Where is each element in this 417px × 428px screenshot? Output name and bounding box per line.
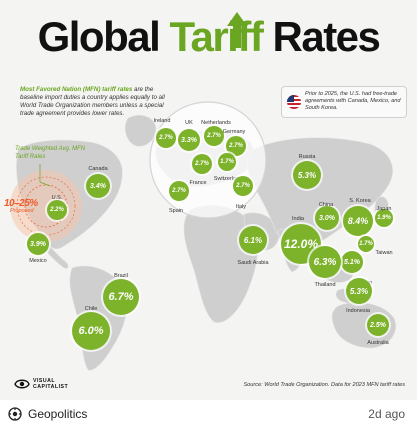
bubble-france: 2.7% bbox=[192, 154, 212, 174]
bubble-u-s: 2.2% bbox=[47, 200, 67, 220]
bubble-taiwan: 1.7% bbox=[358, 236, 374, 252]
proposed-value: 10–25% bbox=[4, 198, 38, 209]
bubble-australia: 2.5% bbox=[367, 314, 389, 336]
label-mexico: Mexico bbox=[29, 258, 47, 264]
bubble-saudi-arabia: 6.1% bbox=[239, 226, 267, 254]
group-name-link[interactable]: Geopolitics bbox=[28, 407, 88, 421]
label-france: France bbox=[189, 180, 207, 186]
bubble-indonesia: 5.3% bbox=[346, 278, 372, 304]
bubble-switzerland: 1.7% bbox=[218, 153, 236, 171]
visual-capitalist-logo: VISUAL CAPITALIST bbox=[14, 376, 74, 392]
bubble-germany: 2.7% bbox=[226, 136, 246, 156]
bubble-netherlands: 2.7% bbox=[204, 126, 224, 146]
proposed-ring bbox=[10, 170, 82, 242]
label-saudi-arabia: Saudi Arabia bbox=[237, 260, 269, 266]
label-switzerland: Switzerland bbox=[213, 176, 243, 182]
label-russia: Russia bbox=[298, 154, 316, 160]
label-s-korea: S. Korea bbox=[349, 198, 371, 204]
up-arrow-icon bbox=[227, 12, 247, 48]
label-japan: Japan bbox=[376, 206, 392, 212]
label-brazil: Brazil bbox=[114, 273, 128, 279]
bubble-japan: 1.9% bbox=[375, 209, 393, 227]
geopolitics-group-icon[interactable] bbox=[8, 407, 22, 421]
post-time: 2d ago bbox=[368, 407, 405, 421]
label-italy: Italy bbox=[235, 204, 247, 210]
bubble-thailand: 6.3% bbox=[309, 246, 341, 278]
bubble-chile: 6.0% bbox=[72, 312, 110, 350]
proposed-label: Proposed bbox=[10, 208, 34, 214]
page-title: Global Tariff Rates bbox=[37, 13, 381, 60]
bubble-china: 3.0% bbox=[315, 206, 339, 230]
label-germany: Germany bbox=[222, 129, 246, 135]
bubble-vietnam: 5.1% bbox=[341, 251, 363, 273]
label-ireland: Ireland bbox=[153, 118, 171, 124]
intro-text: Most Favored Nation (MFN) tariff rates a… bbox=[20, 86, 165, 117]
bubble-canada: 3.4% bbox=[86, 174, 110, 198]
infographic: Global Tariff Rates Most Favored Nation … bbox=[0, 0, 417, 400]
label-thailand: Thailand bbox=[314, 282, 336, 288]
bubble-russia: 5.3% bbox=[293, 161, 321, 189]
label-china: China bbox=[318, 202, 334, 208]
bubble-s-korea: 8.4% bbox=[343, 206, 373, 236]
visual-capitalist-mark-icon bbox=[14, 379, 30, 389]
bubble-italy: 2.7% bbox=[233, 176, 253, 196]
bubble-spain: 2.7% bbox=[169, 181, 189, 201]
label-spain: Spain bbox=[168, 208, 184, 214]
source-note: Source: World Trade Organization. Data f… bbox=[243, 382, 405, 388]
label-u-s: U.S. bbox=[51, 195, 63, 201]
label-taiwan: Taiwan bbox=[375, 250, 393, 256]
label-indonesia: Indonesia bbox=[346, 308, 370, 314]
label-australia: Australia bbox=[367, 340, 389, 346]
bubble-mexico: 3.9% bbox=[27, 233, 49, 255]
bubble-brazil: 6.7% bbox=[103, 279, 139, 315]
bubble-ireland: 2.7% bbox=[156, 128, 176, 148]
label-uk: UK bbox=[185, 120, 193, 126]
label-netherlands: Netherlands bbox=[201, 120, 231, 126]
label-canada: Canada bbox=[88, 166, 108, 172]
label-india: India bbox=[292, 216, 304, 222]
note-box: Prior to 2025, the U.S. had free-trade a… bbox=[281, 86, 407, 118]
bubble-india: 12.0% bbox=[281, 224, 321, 264]
us-flag-icon bbox=[287, 95, 301, 109]
trade-weighted-label: Trade Weighted Avg. MFN Tariff Rates bbox=[15, 146, 86, 160]
note-text: Prior to 2025, the U.S. had free-trade a… bbox=[305, 91, 401, 112]
post-footer: Geopolitics 2d ago bbox=[0, 400, 417, 428]
bubble-uk: 3.3% bbox=[178, 129, 200, 151]
label-chile: Chile bbox=[84, 306, 98, 312]
